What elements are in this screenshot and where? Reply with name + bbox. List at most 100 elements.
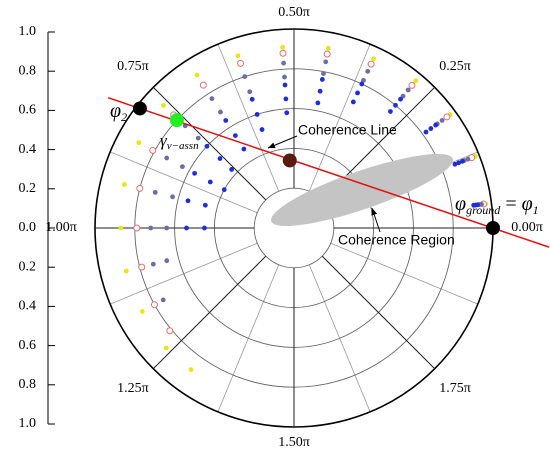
coherence-dot <box>282 74 287 80</box>
coherence-dot <box>217 156 223 161</box>
coherence-dot <box>199 81 207 89</box>
phi2-label: φ2 <box>110 100 127 124</box>
coherence-dot <box>164 225 170 231</box>
coherence-dot <box>423 129 429 135</box>
coherence-dot <box>443 113 451 121</box>
r-tick-label: 1.0 <box>19 416 37 431</box>
coherence-dot <box>192 170 198 176</box>
r-tick-label: 0.2 <box>19 259 37 274</box>
r-tick-label: 0.2 <box>19 181 37 196</box>
r-tick-label: 0.8 <box>19 377 37 392</box>
r-tick-label: 0.6 <box>19 103 37 118</box>
coherence-dot <box>150 261 156 267</box>
coherence-dot <box>280 44 286 50</box>
coherence-dot <box>319 77 325 82</box>
key-point <box>132 101 147 116</box>
coherence-dot <box>284 110 290 116</box>
coherence-dot <box>149 146 157 154</box>
coherence-dot <box>459 158 465 164</box>
coherence-dot <box>152 189 158 195</box>
coherence-dot <box>371 56 377 62</box>
coherence-dot <box>236 59 244 67</box>
coherence-dot <box>398 96 403 102</box>
coherence-dot <box>433 122 439 128</box>
coherence-dot <box>279 49 287 57</box>
r-tick-label: 0.6 <box>19 338 37 353</box>
phi1-label: φground = φ1 <box>455 193 539 217</box>
r-tick-label: 0.4 <box>19 299 37 314</box>
annotation-arrow <box>267 135 298 149</box>
theta-tick-label: 1.75π <box>439 381 471 396</box>
coherence-dot <box>365 68 371 74</box>
spoke <box>152 86 267 201</box>
coherence-dot <box>138 263 146 271</box>
coherence-dot <box>221 187 227 193</box>
annotation: Coherence Region <box>338 232 455 248</box>
coherence-dot <box>323 59 329 65</box>
key-point <box>169 113 184 128</box>
r-tick-label: 0.0 <box>19 220 37 235</box>
coherence-dot <box>439 117 445 123</box>
coherence-region <box>271 153 453 227</box>
spoke <box>321 255 436 370</box>
coherence-dot <box>465 156 471 162</box>
coherence-dot <box>204 143 210 149</box>
coherence-dot <box>209 96 215 102</box>
coherence-dot <box>323 50 331 58</box>
coherence-dot <box>123 268 129 274</box>
coherence-dot <box>194 72 200 78</box>
coherence-dot <box>388 109 393 114</box>
coherence-dot <box>317 88 323 94</box>
theta-tick-label: 0.50π <box>278 5 310 20</box>
coherence-dot <box>321 71 326 76</box>
coherence-dot <box>235 53 241 59</box>
coherence-dot <box>456 160 462 166</box>
coherence-dot <box>139 309 145 314</box>
coherence-dot <box>163 345 169 351</box>
coherence-dot <box>367 60 375 68</box>
coherence-dot <box>359 81 365 87</box>
coherence-dot <box>282 82 288 88</box>
gamma-label: γv−assn <box>160 131 199 152</box>
coherence-dot <box>283 96 289 102</box>
coherence-dot <box>195 135 201 141</box>
spoke <box>152 255 267 370</box>
coherence-dot <box>452 161 458 167</box>
coherence-dot <box>184 225 189 231</box>
coherence-dot <box>202 225 207 231</box>
coherence-dot <box>405 87 411 93</box>
coherence-dot <box>259 127 265 132</box>
annotation-arrow <box>371 207 381 233</box>
theta-tick-label: 0.00π <box>511 220 543 235</box>
coherence-dot <box>136 184 144 192</box>
coherence-dot <box>408 81 416 89</box>
r-tick-label: 0.4 <box>19 142 37 157</box>
coherence-dot <box>315 100 321 106</box>
coherence-dot <box>428 126 434 131</box>
coherence-dot <box>218 109 223 115</box>
coherence-dot <box>121 182 127 187</box>
coherence-dot <box>232 133 238 138</box>
coherence-dot <box>361 77 366 83</box>
coherence-dot <box>325 45 331 51</box>
r-tick-label: 1.0 <box>19 24 37 39</box>
coherence-dot <box>185 198 191 204</box>
theta-tick-label: 0.25π <box>439 59 471 74</box>
coherence-dot <box>160 297 166 303</box>
r-tick-label: 0.8 <box>19 63 37 78</box>
coherence-dot <box>247 89 253 95</box>
key-point <box>282 153 297 168</box>
coherence-dot <box>413 78 419 84</box>
coherence-dot <box>202 202 208 208</box>
coherence-dot <box>207 179 213 185</box>
theta-tick-label: 1.50π <box>278 435 310 450</box>
theta-tick-label: 0.75π <box>117 59 149 74</box>
coherence-dot <box>150 301 158 309</box>
coherence-dot <box>170 194 175 200</box>
coherence-dot <box>249 96 255 102</box>
coherence-dot <box>254 112 260 117</box>
theta-tick-label: 1.00π <box>45 220 77 235</box>
annotation: Coherence Line <box>298 122 397 138</box>
